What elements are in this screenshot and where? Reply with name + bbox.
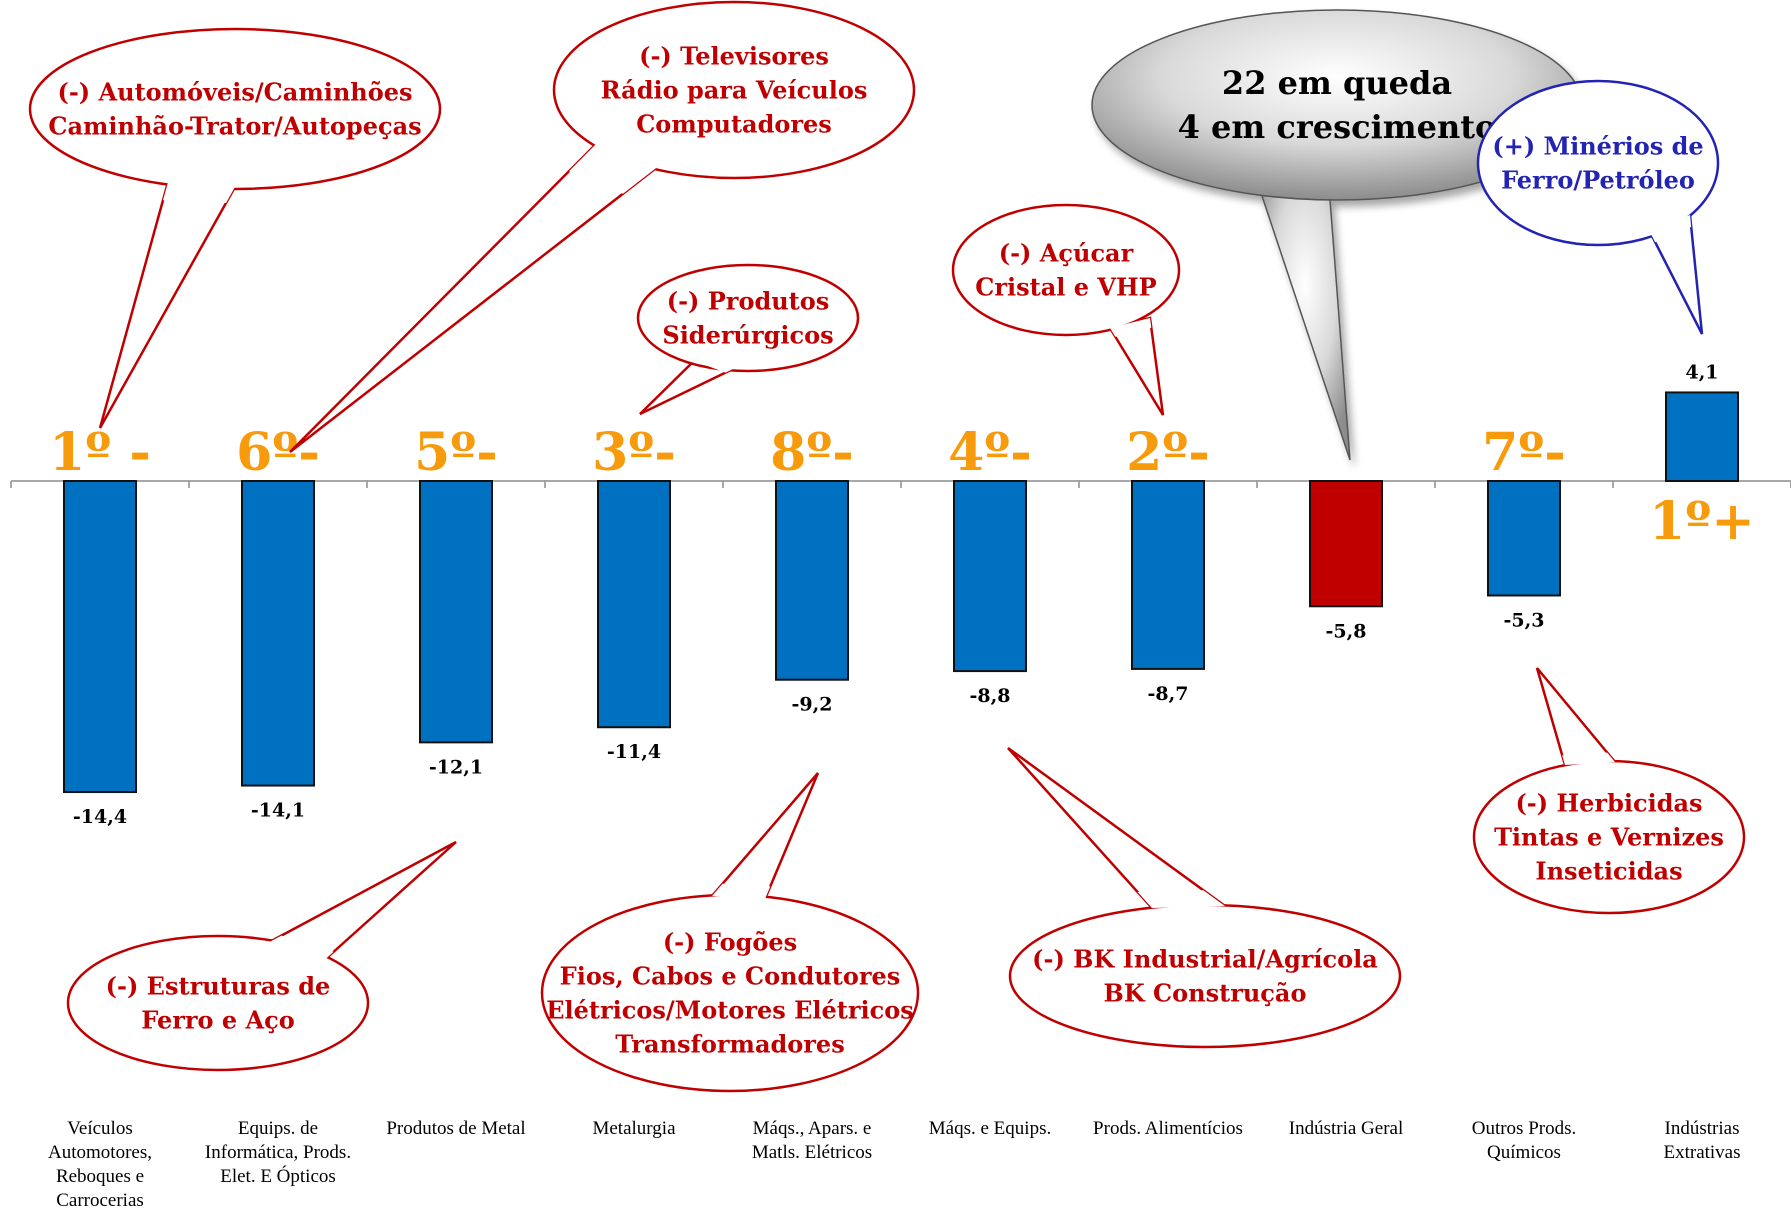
- callout-ellipse: [1476, 79, 1720, 247]
- bars-layer: [63, 391, 1739, 794]
- callout-text: (+) Minérios de: [1492, 131, 1703, 160]
- callout-ellipse: [28, 27, 442, 191]
- bar-1: [63, 480, 137, 794]
- bar-3: [419, 480, 493, 744]
- callout-text: Tintas e Vernizes: [1494, 822, 1724, 851]
- callout-text: Transformadores: [615, 1029, 844, 1058]
- callout-minerios: (+) Minérios de Ferro/Petróleo: [1476, 79, 1720, 335]
- callout-ellipse: [951, 203, 1181, 337]
- callout-text: 4 em crescimento: [1178, 108, 1497, 146]
- bar-6: [953, 480, 1027, 673]
- callout-text: (-) BK Industrial/Agrícola: [1032, 944, 1378, 973]
- value-label: -14,4: [73, 806, 127, 828]
- callout-text: Elétricos/Motores Elétricos: [546, 995, 914, 1024]
- callout-text: Cristal e VHP: [975, 272, 1156, 301]
- callout-text: Siderúrgicos: [662, 320, 833, 349]
- value-label: 4,1: [1685, 361, 1718, 383]
- callout-text: Ferro e Aço: [141, 1005, 295, 1034]
- bar-8: [1309, 480, 1383, 608]
- callout-text: (-) Produtos: [667, 286, 830, 315]
- callout-text: (-) Automóveis/Caminhões: [57, 77, 412, 106]
- category-label: Equips. de Informática, Prods. Elet. E Ópt…: [205, 1118, 351, 1187]
- callout-bk: (-) BK Industrial/Agrícola BK Construção: [1007, 746, 1402, 1049]
- callout-ellipse: [552, 0, 916, 180]
- value-label: -11,4: [607, 741, 661, 763]
- callout-fogoes: (-) Fogões Fios, Cabos e Condutores Elétri…: [540, 772, 920, 1093]
- bar-5: [775, 480, 849, 681]
- callout-text: Caminhão-Trator/Autopeças: [48, 111, 421, 140]
- labels-layer: -14,4 Veículos Automotores, Reboques e Carro…: [48, 361, 1755, 1211]
- category-label: Prods. Alimentícios: [1093, 1118, 1243, 1139]
- callout-summary: 22 em queda 4 em crescimento: [1091, 9, 1583, 461]
- callout-ellipse: [66, 934, 370, 1072]
- category-label: Metalurgia: [592, 1118, 676, 1139]
- value-label: -12,1: [429, 756, 483, 778]
- bar-2: [241, 480, 315, 787]
- callout-ellipse: [540, 893, 920, 1093]
- callout-pointer: [1258, 189, 1351, 461]
- category-label: Indústrias Extrativas: [1663, 1118, 1740, 1163]
- rank-label: 5º-: [414, 422, 498, 483]
- callout-text: Computadores: [636, 109, 832, 138]
- rank-label: 8º-: [770, 422, 854, 483]
- value-label: -5,8: [1326, 620, 1367, 642]
- callout-ellipse: [636, 263, 860, 373]
- callout-pointer: [98, 173, 243, 429]
- callout-text: (-) Televisores: [639, 41, 829, 70]
- callout-text: Fios, Cabos e Condutores: [560, 961, 901, 990]
- callout-text: 22 em queda: [1222, 64, 1452, 102]
- callout-text: (-) Estruturas de: [106, 971, 331, 1000]
- bar-10: [1665, 391, 1739, 482]
- rank-label: 1º+: [1649, 491, 1755, 552]
- category-label: Indústria Geral: [1289, 1118, 1403, 1139]
- callout-pointer: [1007, 746, 1229, 910]
- rank-label: 6º-: [236, 422, 320, 483]
- callouts-layer: (-) Automóveis/Caminhões Caminhão-Trator/…: [28, 0, 1746, 1093]
- value-label: -9,2: [792, 694, 833, 716]
- callout-siderurgicos: (-) Produtos Siderúrgicos: [636, 263, 860, 416]
- callout-pointer: [289, 138, 663, 453]
- category-label: Veículos Automotores, Reboques e Carroceria…: [48, 1118, 152, 1211]
- callout-estruturas: (-) Estruturas de Ferro e Aço: [66, 840, 457, 1072]
- callout-herbicidas: (-) Herbicidas Tintas e Vernizes Inseticid…: [1472, 667, 1746, 915]
- rank-label: 4º-: [948, 422, 1032, 483]
- rank-label: 2º-: [1126, 422, 1210, 483]
- category-label: Produtos de Metal: [386, 1118, 525, 1139]
- callout-text: (-) Herbicidas: [1515, 788, 1702, 817]
- value-label: -14,1: [251, 800, 305, 822]
- callout-automoveis: (-) Automóveis/Caminhões Caminhão-Trator/…: [28, 27, 442, 429]
- rank-label: 1º -: [49, 422, 151, 483]
- category-label: Outros Prods. Químicos: [1472, 1118, 1577, 1163]
- callout-ellipse: [1008, 903, 1402, 1049]
- rank-label: 7º-: [1482, 422, 1566, 483]
- callout-text: Ferro/Petróleo: [1501, 165, 1695, 194]
- category-label: Máqs., Apars. e Matls. Elétricos: [752, 1118, 872, 1163]
- callout-text: (-) Fogões: [663, 927, 797, 956]
- callout-pointer: [709, 772, 820, 901]
- bar-7: [1131, 480, 1205, 670]
- bar-9: [1487, 480, 1561, 597]
- category-label: Máqs. e Equips.: [929, 1118, 1051, 1139]
- value-label: -8,8: [970, 685, 1011, 707]
- callout-text: BK Construção: [1104, 978, 1307, 1007]
- callout-acucar: (-) Açúcar Cristal e VHP: [951, 203, 1181, 416]
- callout-text: Rádio para Veículos: [601, 75, 868, 104]
- callout-televisores: (-) Televisores Rádio para Veículos Comput…: [289, 0, 916, 453]
- value-label: -5,3: [1504, 609, 1545, 631]
- callout-pointer: [1535, 667, 1618, 767]
- value-label: -8,7: [1148, 683, 1189, 705]
- rank-label: 3º-: [592, 422, 676, 483]
- callout-text: Inseticidas: [1535, 856, 1682, 885]
- callout-text: (-) Açúcar: [999, 238, 1134, 267]
- bar-4: [597, 480, 671, 729]
